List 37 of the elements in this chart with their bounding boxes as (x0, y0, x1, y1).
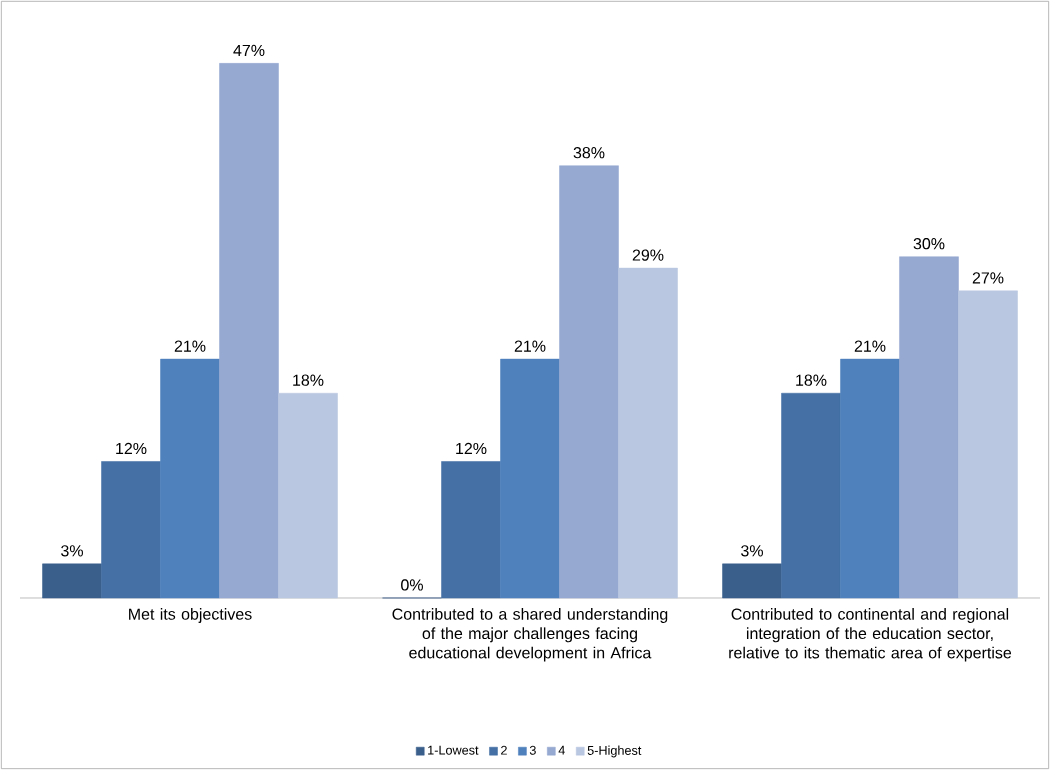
bar (278, 392, 338, 599)
x-tick-label: Contributed to continental and regional integration of the education sector, relative to its thematic area of expertise (729, 608, 1012, 662)
data-label: 12% (456, 442, 487, 455)
data-label: 3% (741, 545, 763, 557)
data-label: 18% (796, 374, 827, 386)
bar (958, 290, 1018, 599)
legend-label: 4 (558, 745, 565, 755)
data-label: 38% (573, 147, 605, 159)
bar (101, 461, 161, 599)
data-label: 47% (233, 44, 265, 56)
bar (840, 358, 900, 599)
legend-label: 2 (501, 745, 507, 755)
data-label: 30% (913, 238, 945, 250)
bar (722, 563, 782, 599)
bar (42, 563, 102, 599)
legend-label: 5-Highest (587, 745, 642, 758)
x-tick-label: Met its objectives (129, 608, 252, 623)
bar (618, 267, 678, 599)
data-label: 27% (972, 272, 1004, 284)
bar (219, 63, 279, 599)
legend-label: 1-Lowest (428, 745, 479, 755)
data-label: 18% (293, 374, 324, 386)
data-label: 29% (632, 249, 664, 261)
data-label: 0% (401, 579, 423, 591)
bar (441, 461, 501, 599)
data-label: 3% (61, 545, 83, 557)
bar (559, 165, 619, 599)
bar (781, 392, 841, 599)
data-label: 21% (174, 340, 206, 352)
bar (899, 256, 959, 599)
data-label: 21% (514, 340, 546, 352)
data-label: 12% (116, 442, 147, 455)
bar (160, 358, 220, 599)
data-label: 21% (854, 340, 886, 352)
legend-label: 3 (529, 745, 536, 755)
bar (500, 358, 560, 599)
x-tick-label: Contributed to a shared understanding of the major challenges facing educational development in Africa (392, 608, 668, 662)
